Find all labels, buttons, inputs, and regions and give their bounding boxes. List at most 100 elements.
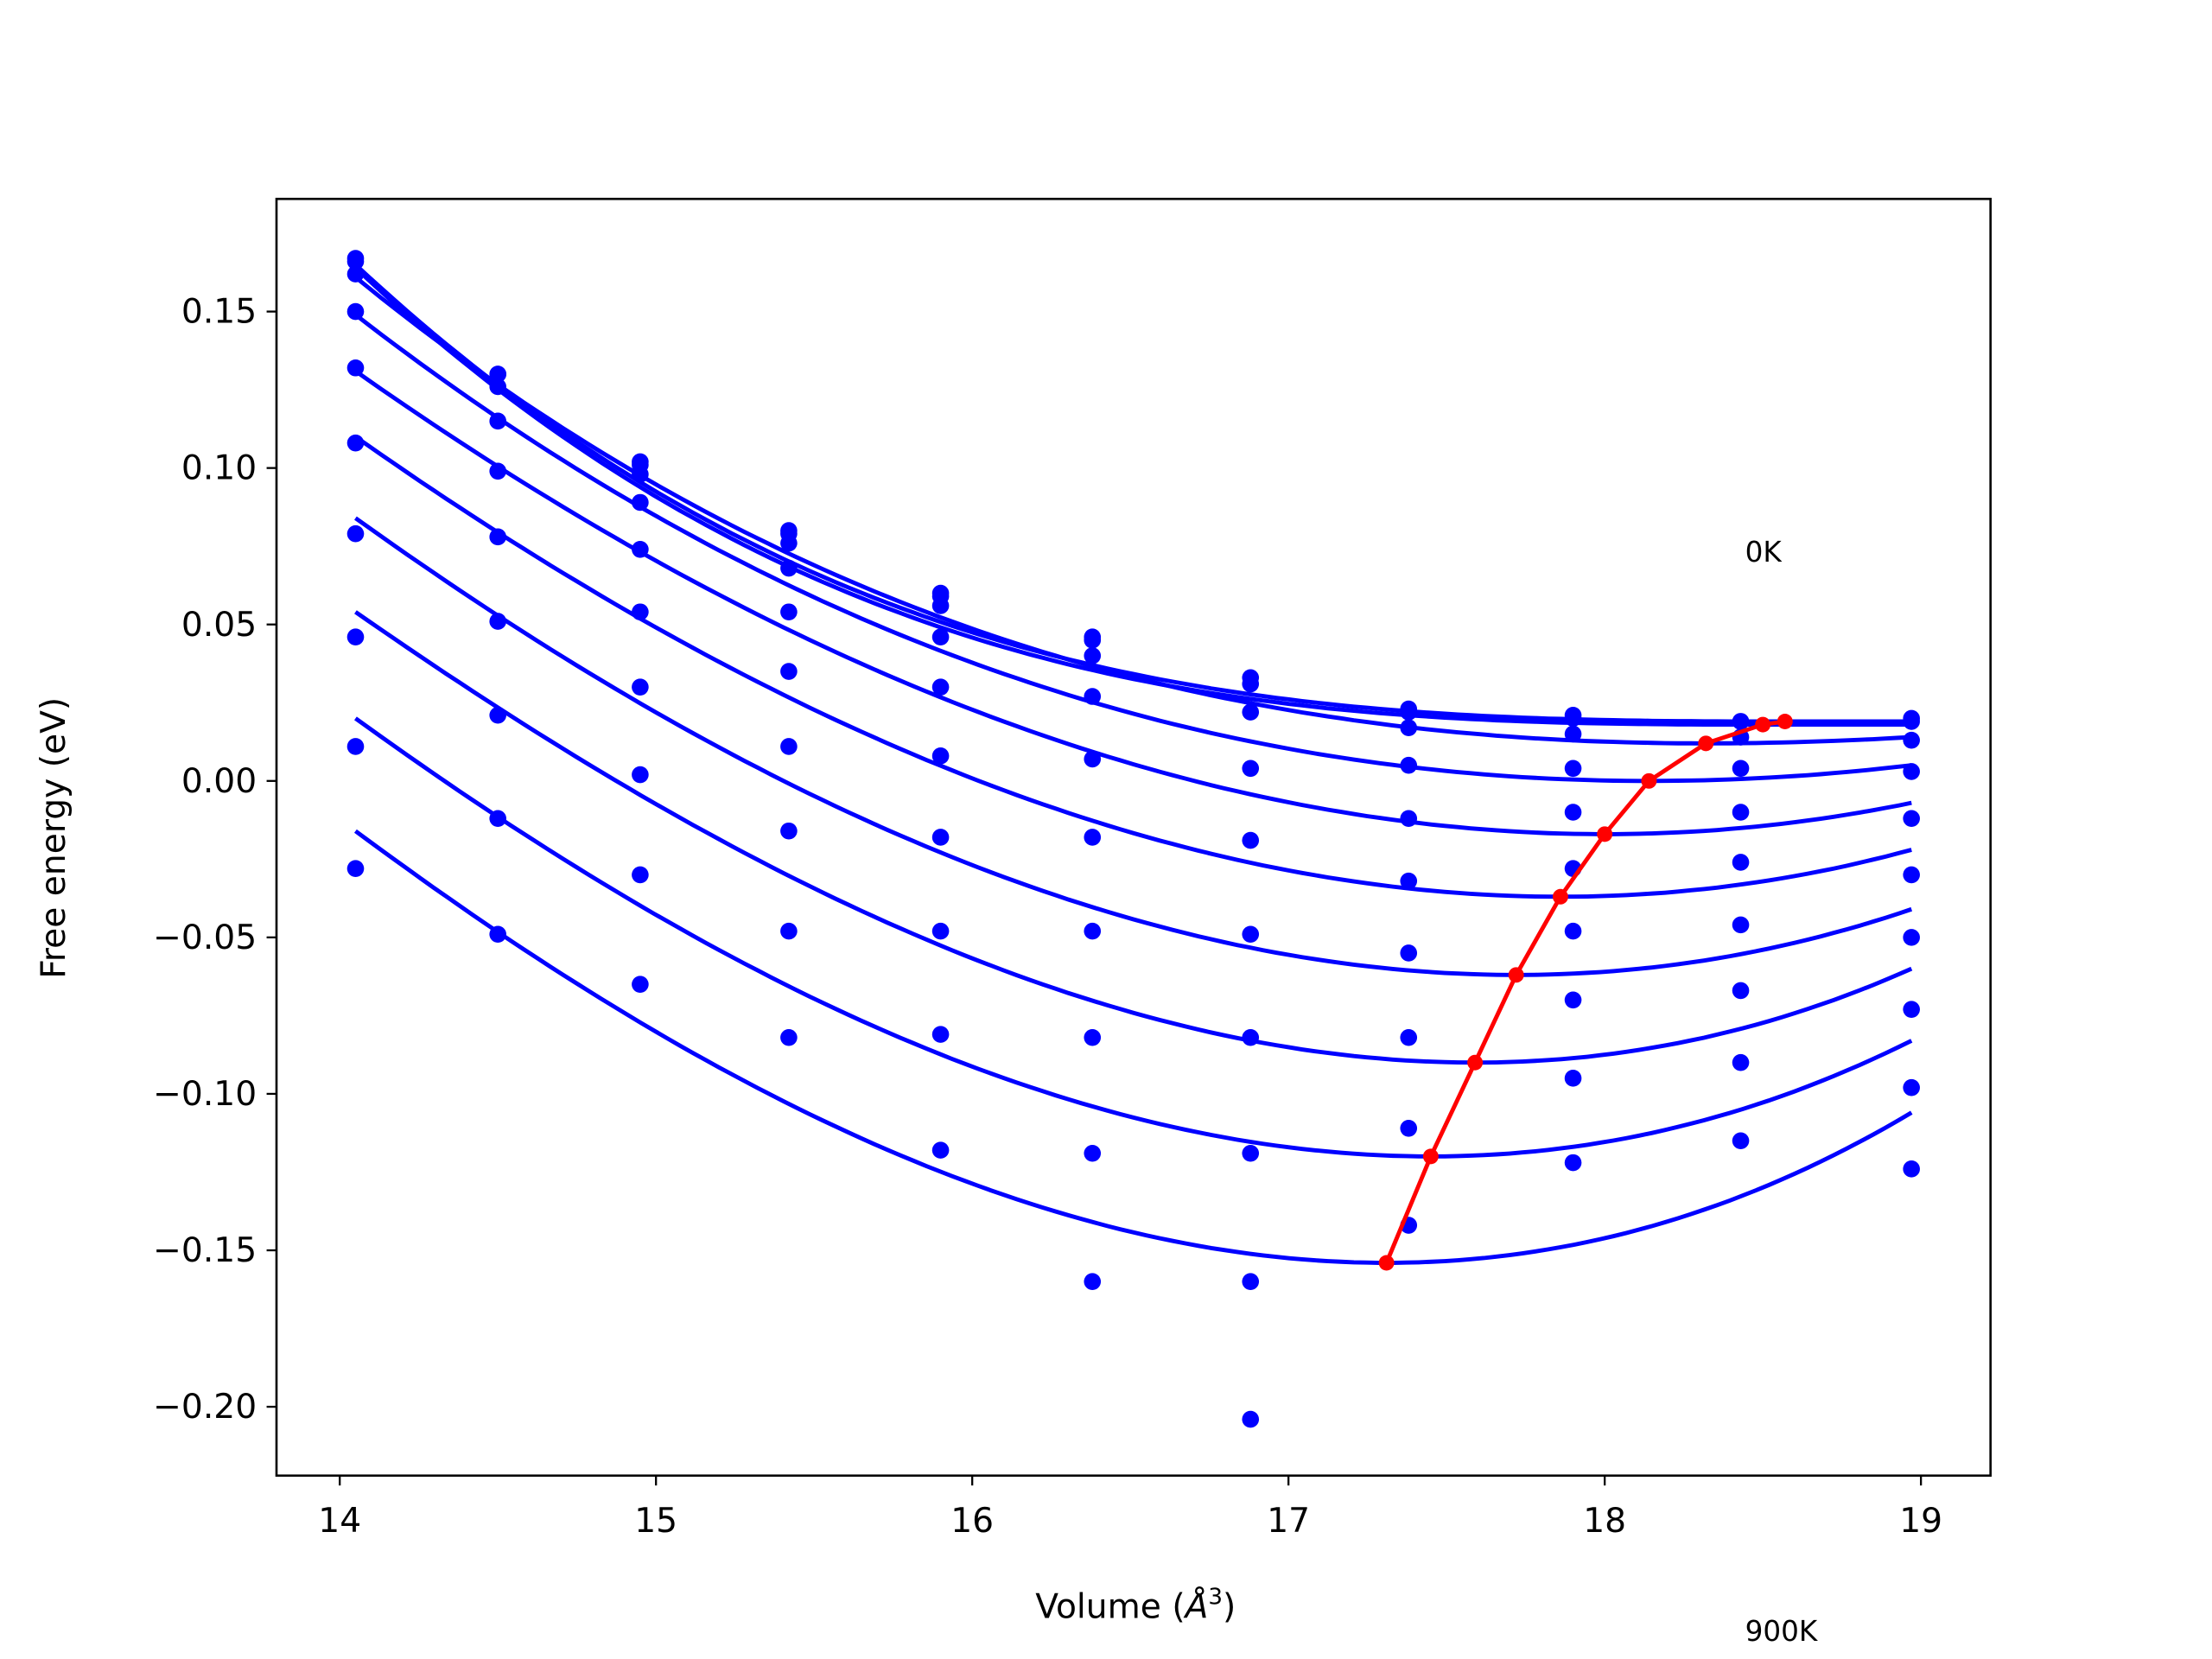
data-point-900K (1564, 1154, 1582, 1172)
data-point-800K (346, 738, 365, 755)
x-axis-ticks: 14 15 16 17 18 19 (318, 1475, 1942, 1541)
data-point-800K (931, 1026, 950, 1043)
fit-curve-700K (354, 610, 1913, 1065)
data-point-200K (1903, 731, 1920, 749)
minima-curve (1384, 719, 1786, 1264)
data-point-400K (632, 541, 649, 558)
y-axis-label: Free energy (eV) (35, 697, 73, 979)
data-point-400K (1564, 804, 1582, 821)
y-tick-label: −0.20 (153, 1388, 257, 1427)
data-point-600K (1564, 922, 1582, 940)
data-point-900K (489, 925, 506, 944)
fit-curve-0K (353, 263, 1912, 724)
data-point-300K (1732, 760, 1750, 778)
minimum-point-300K (1641, 772, 1657, 789)
minima-line (1378, 714, 1793, 1271)
annotation-900k: 900K (1745, 1615, 1819, 1648)
data-point-700K (780, 822, 798, 840)
data-point-300K (346, 302, 365, 321)
data-point-700K (1903, 1001, 1920, 1018)
data-point-200K (1084, 647, 1102, 664)
minimum-point-400K (1597, 826, 1613, 842)
data-point-700K (1084, 1028, 1102, 1046)
data-point-700K (931, 922, 950, 940)
x-tick-label: 14 (318, 1502, 361, 1541)
minimum-point-900K (1378, 1255, 1395, 1271)
data-point-400K (1084, 750, 1102, 768)
data-point-700K (1242, 1144, 1260, 1162)
minimum-point-0K (1777, 714, 1793, 729)
data-point-900K (346, 860, 365, 877)
data-points (346, 250, 1920, 1428)
data-point-300K (1242, 760, 1260, 778)
data-point-600K (1903, 929, 1920, 946)
data-point-300K (1564, 760, 1582, 778)
data-point-500K (1084, 829, 1102, 846)
data-point-100K (346, 252, 365, 270)
data-point-400K (1732, 804, 1750, 821)
data-point-100K (1903, 713, 1920, 730)
data-point-200K (1564, 725, 1582, 743)
minimum-point-500K (1552, 888, 1568, 905)
y-tick-label: 0.05 (181, 606, 257, 645)
data-point-500K (1903, 866, 1920, 884)
data-point-600K (632, 678, 649, 696)
data-point-300K (1400, 756, 1418, 774)
minimum-point-700K (1467, 1054, 1484, 1071)
y-tick-label: −0.10 (153, 1075, 257, 1114)
data-point-100K (1564, 709, 1582, 728)
fit-curve-600K (354, 516, 1913, 977)
axes-frame (275, 197, 1992, 1478)
data-point-100K (1400, 703, 1418, 721)
data-point-700K (489, 706, 506, 724)
fit-curve-500K (354, 435, 1912, 899)
data-point-400K (1400, 810, 1418, 828)
fit-curves (353, 263, 1913, 1265)
data-point-200K (346, 265, 365, 283)
data-point-100K (1732, 713, 1750, 730)
data-point-700K (1564, 991, 1582, 1009)
data-point-100K (1242, 675, 1260, 693)
data-point-100K (489, 365, 506, 383)
y-tick-label: −0.05 (153, 918, 257, 957)
y-tick-label: −0.15 (153, 1231, 257, 1270)
x-tick-label: 18 (1583, 1502, 1626, 1541)
data-point-600K (489, 613, 506, 630)
minimum-point-800K (1422, 1148, 1439, 1165)
y-axis-ticks: −0.20 −0.15 −0.10 −0.05 0.00 0.05 0.10 0.15 (153, 293, 276, 1427)
fit-curve-900K (353, 829, 1913, 1265)
x-tick-label: 17 (1267, 1502, 1310, 1541)
data-point-800K (1084, 1144, 1102, 1162)
data-point-200K (1400, 719, 1418, 737)
data-point-200K (780, 534, 798, 552)
data-point-300K (1903, 763, 1920, 780)
minimum-point-100K (1755, 716, 1771, 733)
data-point-700K (632, 766, 649, 784)
data-point-600K (780, 738, 798, 755)
data-point-500K (1242, 925, 1260, 944)
data-point-900K (780, 1028, 798, 1046)
data-point-400K (780, 603, 798, 621)
data-point-500K (632, 603, 649, 621)
annotation-0k: 0K (1745, 536, 1783, 569)
data-point-600K (346, 524, 365, 543)
data-point-600K (1400, 944, 1418, 962)
data-point-400K (489, 462, 506, 480)
data-point-900K (1732, 1132, 1750, 1150)
data-point-500K (1732, 854, 1750, 871)
data-point-800K (1732, 1053, 1750, 1071)
data-point-300K (632, 493, 649, 512)
data-point-900K (1903, 1160, 1920, 1178)
data-point-700K (346, 628, 365, 646)
data-point-200K (1242, 703, 1260, 721)
data-point-900K (1084, 1273, 1102, 1291)
data-point-300K (489, 412, 506, 430)
minimum-point-200K (1698, 735, 1714, 752)
data-point-800K (780, 922, 798, 940)
data-point-500K (1400, 872, 1418, 890)
data-point-700K (1732, 982, 1750, 1000)
data-point-800K (1400, 1119, 1418, 1137)
x-tick-label: 15 (634, 1502, 677, 1541)
data-point-800K (489, 810, 506, 828)
data-point-600K (1084, 922, 1102, 940)
